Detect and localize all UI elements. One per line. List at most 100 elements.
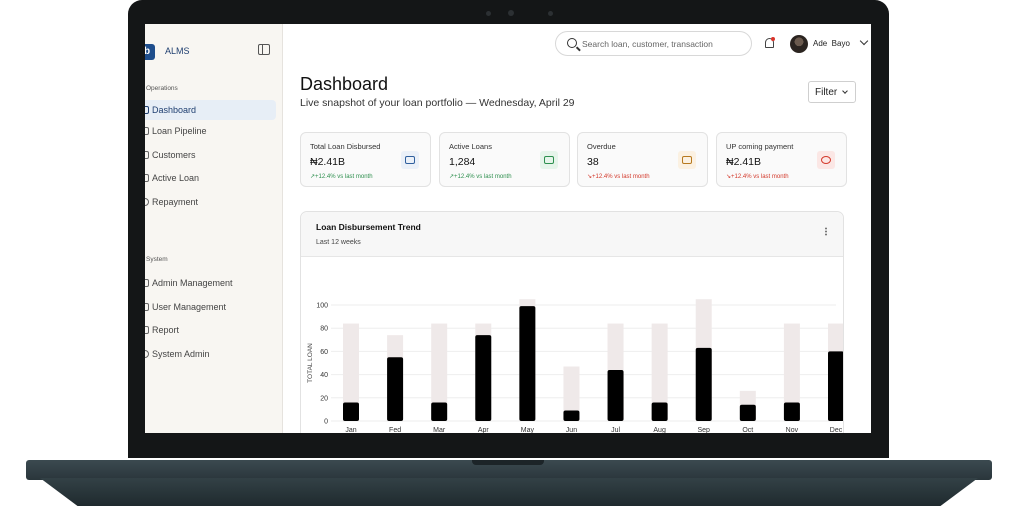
bell-icon[interactable] bbox=[765, 38, 774, 48]
sidebar-item-user-management[interactable]: User Management bbox=[145, 297, 276, 317]
sidebar-item-label: Dashboard bbox=[152, 105, 197, 115]
x-tick-label: Aug bbox=[653, 427, 666, 433]
x-tick-label: Mar bbox=[433, 427, 446, 433]
y-tick-label: 60 bbox=[320, 349, 328, 356]
sidebar-item-customers[interactable]: Customers bbox=[145, 145, 276, 165]
search-placeholder: Search loan, customer, transaction bbox=[582, 39, 713, 49]
page-subtitle: Live snapshot of your loan portfolio — W… bbox=[300, 97, 575, 109]
x-tick-label: Oct bbox=[742, 427, 753, 433]
x-tick-label: Jan bbox=[345, 427, 356, 433]
bar bbox=[651, 402, 668, 421]
user-name[interactable]: Ade Bayo bbox=[813, 39, 850, 48]
camera-lens bbox=[508, 10, 514, 16]
sidebar-item-dashboard[interactable]: Dashboard bbox=[145, 100, 276, 120]
gear-icon bbox=[145, 350, 149, 358]
bar bbox=[475, 335, 492, 421]
bar bbox=[431, 402, 448, 421]
y-tick-label: 40 bbox=[320, 372, 328, 379]
laptop-base bbox=[26, 460, 992, 480]
chart-title: Loan Disbursement Trend bbox=[316, 222, 421, 232]
background-bar bbox=[563, 366, 580, 421]
more-options-icon[interactable] bbox=[825, 227, 827, 236]
app-screen: b ALMS Operations Dashboard Loan Pipelin… bbox=[145, 24, 871, 433]
x-tick-label: Dec bbox=[830, 427, 843, 433]
bar-chart: 0 20 40 60 80 100 TOTAL LOAN Jan Fed Mar Apr May Jun… bbox=[307, 299, 843, 433]
stat-trend: ↘+12.4% vs last month bbox=[587, 174, 650, 180]
x-tick-label: Jul bbox=[611, 427, 620, 433]
sidebar-item-label: Repayment bbox=[152, 197, 199, 207]
bar bbox=[387, 357, 404, 421]
stat-label: Total Loan Disbursed bbox=[310, 142, 381, 151]
sidebar-item-label: Customers bbox=[152, 150, 196, 160]
chart-subtitle: Last 12 weeks bbox=[316, 239, 361, 246]
sidebar-item-active-loan[interactable]: Active Loan bbox=[145, 168, 276, 188]
y-tick-label: 20 bbox=[320, 395, 328, 402]
stat-trend: ↘+12.4% vs last month bbox=[726, 174, 789, 180]
stat-label: UP coming payment bbox=[726, 142, 794, 151]
sidebar-item-loan-pipeline[interactable]: Loan Pipeline bbox=[145, 121, 276, 141]
chevron-down-icon[interactable] bbox=[859, 36, 869, 46]
section-label-operations: Operations bbox=[146, 85, 178, 92]
x-tick-label: Nov bbox=[786, 427, 799, 433]
stat-value: 1,284 bbox=[449, 156, 476, 168]
alert-icon bbox=[678, 151, 696, 169]
search-input[interactable]: Search loan, customer, transaction bbox=[555, 31, 752, 56]
bar bbox=[783, 402, 800, 421]
chart-header: Loan Disbursement Trend Last 12 weeks bbox=[301, 212, 843, 257]
loan-icon bbox=[145, 174, 149, 182]
filter-button[interactable]: Filter bbox=[808, 81, 856, 103]
sidebar: b ALMS Operations Dashboard Loan Pipelin… bbox=[145, 24, 283, 433]
stat-card-total-loan-disbursed[interactable]: Total Loan Disbursed ₦2.41B ↗+12.4% vs l… bbox=[300, 132, 431, 187]
background-bar bbox=[431, 323, 448, 421]
admin-icon bbox=[145, 279, 149, 287]
sidebar-item-label: Admin Management bbox=[152, 278, 233, 288]
loan-disbursement-chart-card: Loan Disbursement Trend Last 12 weeks 0 2… bbox=[300, 211, 844, 433]
sidebar-item-label: System Admin bbox=[152, 349, 210, 359]
bar bbox=[343, 402, 359, 421]
brand-name: ALMS bbox=[165, 46, 190, 56]
users-icon bbox=[145, 151, 149, 159]
bar bbox=[739, 404, 756, 421]
background-bar bbox=[343, 323, 359, 421]
sidebar-item-label: Active Loan bbox=[152, 173, 200, 183]
background-bar bbox=[783, 323, 800, 421]
stat-trend: ↗+12.4% vs last month bbox=[310, 174, 373, 180]
y-tick-label: 80 bbox=[320, 326, 328, 333]
sidebar-item-system-admin[interactable]: System Admin bbox=[145, 344, 276, 364]
bar bbox=[695, 347, 712, 421]
y-axis-label: TOTAL LOAN bbox=[307, 343, 314, 383]
camera-dot bbox=[486, 11, 491, 16]
report-icon bbox=[145, 326, 149, 334]
y-tick-label: 100 bbox=[316, 303, 328, 310]
avatar[interactable] bbox=[790, 35, 808, 53]
bar bbox=[828, 351, 843, 421]
stat-card-active-loans[interactable]: Active Loans 1,284 ↗+12.4% vs last month bbox=[439, 132, 570, 187]
wallet-icon bbox=[540, 151, 558, 169]
sensor-dot bbox=[548, 11, 553, 16]
stat-value: ₦2.41B bbox=[310, 156, 346, 168]
stat-value: 38 bbox=[587, 156, 599, 168]
x-tick-label: Fed bbox=[389, 427, 401, 433]
section-label-system: System bbox=[146, 256, 168, 263]
background-bar bbox=[651, 323, 668, 421]
sidebar-item-report[interactable]: Report bbox=[145, 320, 276, 340]
cash-icon bbox=[401, 151, 419, 169]
stat-card-upcoming-payment[interactable]: UP coming payment ₦2.41B ↘+12.4% vs last… bbox=[716, 132, 847, 187]
notification-dot bbox=[771, 37, 775, 41]
x-tick-label: Apr bbox=[478, 427, 490, 433]
bar bbox=[519, 306, 536, 421]
sidebar-item-repayment[interactable]: Repayment bbox=[145, 192, 276, 212]
user-icon bbox=[145, 303, 149, 311]
stat-card-overdue[interactable]: Overdue 38 ↘+12.4% vs last month bbox=[577, 132, 708, 187]
sidebar-toggle-icon[interactable] bbox=[258, 44, 270, 55]
grid-icon bbox=[145, 106, 149, 114]
x-tick-label: Jun bbox=[566, 427, 577, 433]
stat-label: Overdue bbox=[587, 142, 616, 151]
chevron-down-icon bbox=[842, 88, 848, 94]
page-title: Dashboard bbox=[300, 74, 389, 94]
sidebar-item-admin-management[interactable]: Admin Management bbox=[145, 273, 276, 293]
logo-icon: b bbox=[145, 44, 155, 60]
sidebar-item-label: Loan Pipeline bbox=[152, 126, 207, 136]
trend-down-icon bbox=[817, 151, 835, 169]
